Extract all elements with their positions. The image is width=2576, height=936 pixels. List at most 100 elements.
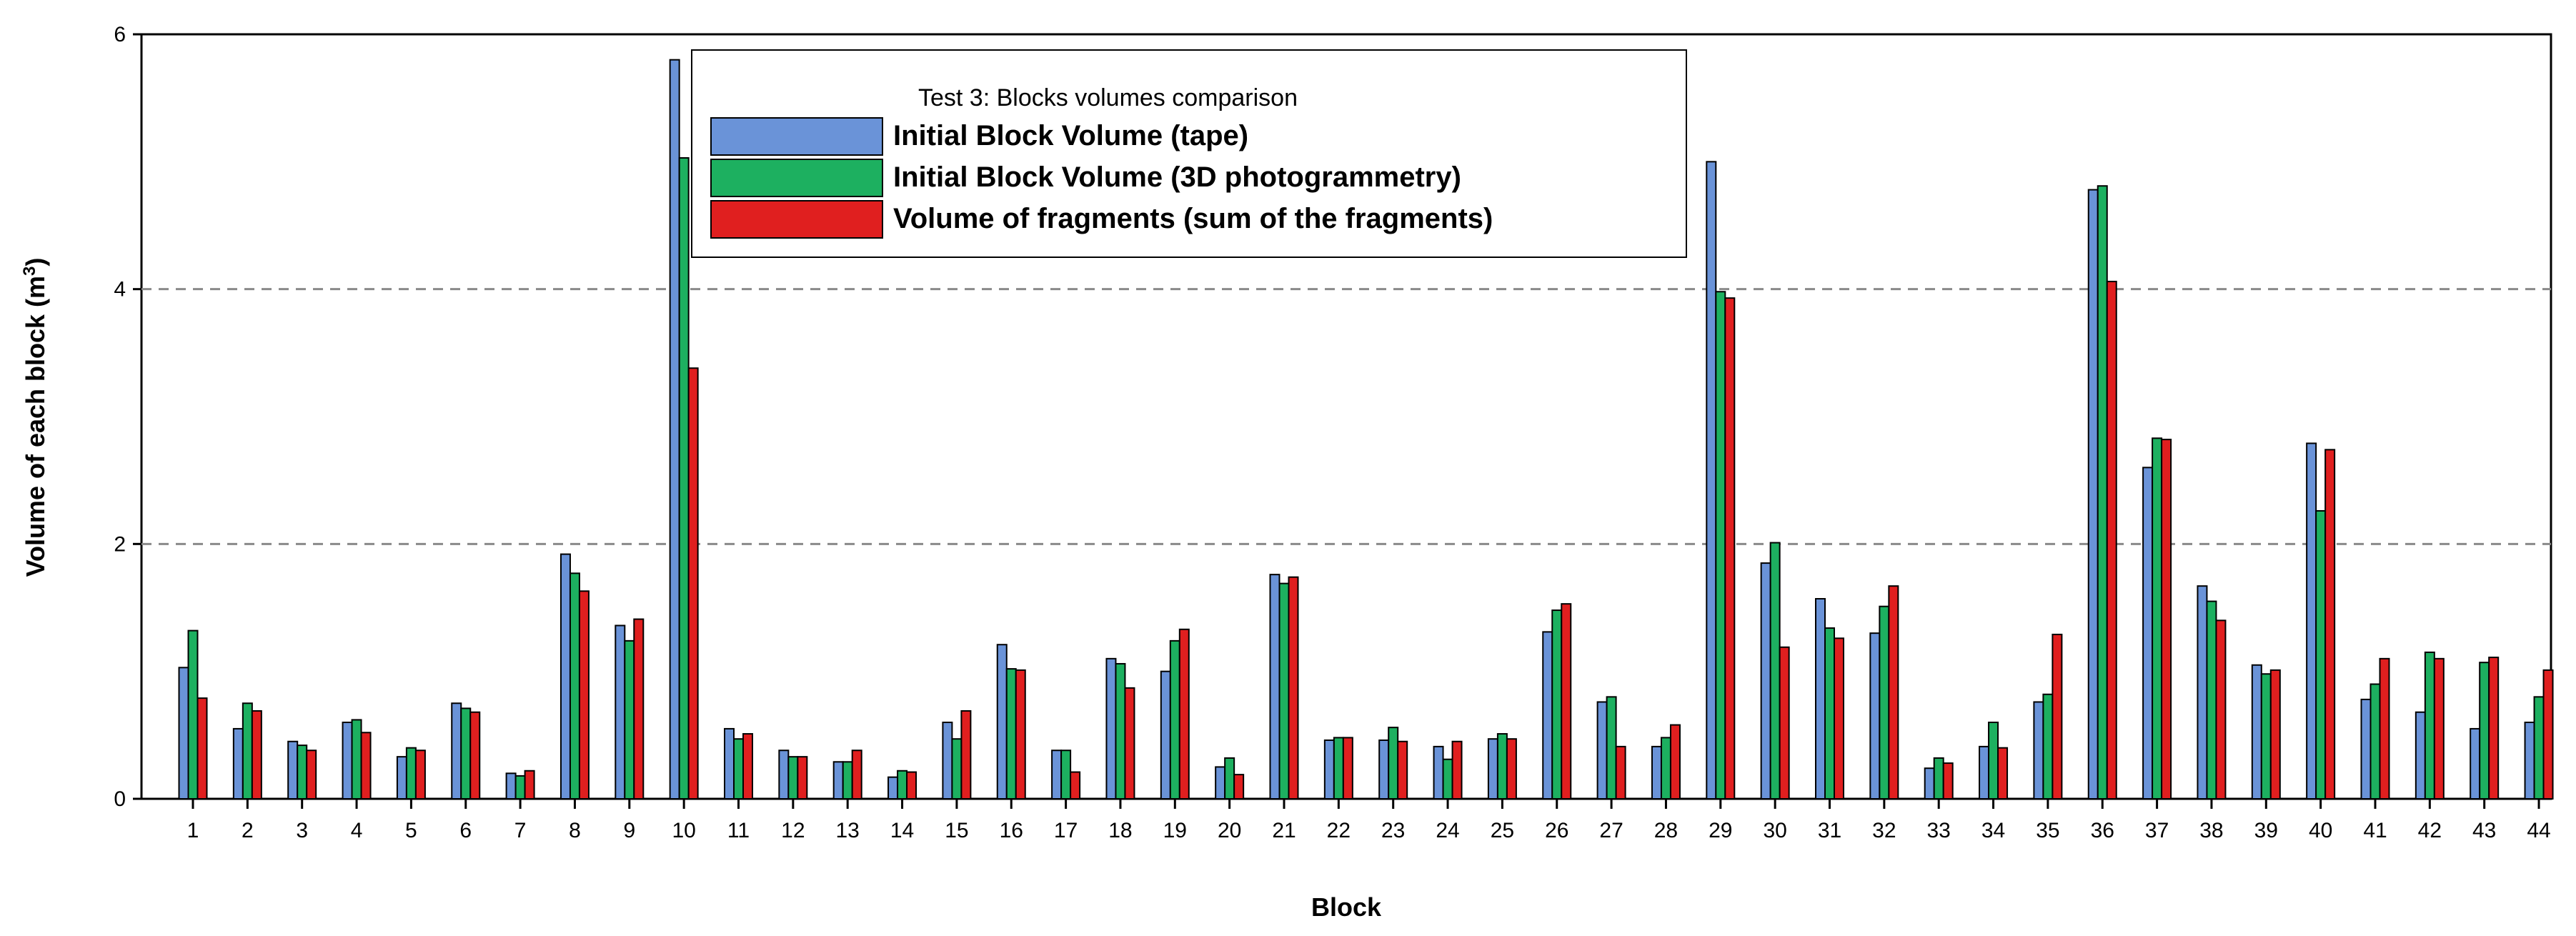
bar-block-43-series-3 bbox=[2488, 657, 2500, 800]
bar-block-41-series-1 bbox=[2360, 698, 2372, 800]
bar-block-34-series-2 bbox=[1988, 722, 1999, 800]
bar-block-29-series-3 bbox=[1724, 297, 1736, 800]
bar-block-41-series-2 bbox=[2369, 683, 2381, 800]
bar-block-30-series-1 bbox=[1760, 562, 1771, 800]
bar-block-18-series-3 bbox=[1124, 687, 1135, 800]
bar-block-26-series-1 bbox=[1542, 631, 1553, 800]
bar-block-30-series-2 bbox=[1769, 542, 1781, 800]
bar-block-18-series-2 bbox=[1115, 662, 1126, 800]
bar-block-36-series-2 bbox=[2097, 185, 2108, 800]
bar-block-37-series-2 bbox=[2152, 437, 2163, 800]
x-tick-label: 16 bbox=[1000, 819, 1023, 842]
x-tick-label: 27 bbox=[1599, 819, 1623, 842]
y-tick-label: 6 bbox=[114, 23, 126, 46]
bar-block-29-series-1 bbox=[1706, 161, 1717, 800]
x-tick-label: 30 bbox=[1763, 819, 1786, 842]
x-tick-label: 11 bbox=[727, 819, 750, 842]
bar-block-19-series-2 bbox=[1169, 639, 1180, 800]
x-tick-label: 3 bbox=[296, 819, 308, 842]
bar-block-40-series-3 bbox=[2324, 449, 2336, 800]
bar-block-28-series-3 bbox=[1669, 724, 1681, 800]
bar-block-36-series-1 bbox=[2087, 189, 2099, 800]
x-tick-label: 13 bbox=[836, 819, 860, 842]
bar-block-18-series-1 bbox=[1105, 657, 1117, 800]
bar-block-22-series-3 bbox=[1342, 737, 1353, 800]
bar-block-31-series-2 bbox=[1824, 627, 1835, 800]
x-tick-label: 22 bbox=[1327, 819, 1351, 842]
bar-block-27-series-1 bbox=[1596, 701, 1608, 800]
legend-swatch-fragments bbox=[710, 200, 883, 239]
bar-block-13-series-2 bbox=[842, 761, 853, 800]
bar-block-36-series-3 bbox=[2106, 280, 2117, 800]
bar-block-41-series-3 bbox=[2379, 657, 2390, 800]
bar-block-21-series-3 bbox=[1288, 576, 1299, 800]
bar-block-38-series-1 bbox=[2197, 585, 2208, 800]
x-tick-label: 8 bbox=[569, 819, 581, 842]
bar-block-32-series-3 bbox=[1888, 585, 1899, 800]
bar-block-6-series-2 bbox=[460, 707, 472, 800]
bar-block-38-series-2 bbox=[2206, 600, 2217, 800]
x-tick-label: 43 bbox=[2472, 819, 2496, 842]
x-tick-label: 26 bbox=[1545, 819, 1568, 842]
legend-swatch-tape bbox=[710, 117, 883, 156]
bar-block-16-series-2 bbox=[1005, 668, 1017, 800]
x-tick-label: 36 bbox=[2091, 819, 2114, 842]
bar-block-21-series-1 bbox=[1269, 574, 1280, 800]
y-tick-label: 2 bbox=[114, 532, 126, 556]
y-axis: 0 2 4 6 bbox=[114, 23, 141, 811]
bar-block-39-series-1 bbox=[2251, 664, 2262, 800]
x-tick-label: 10 bbox=[672, 819, 695, 842]
x-tick-label: 14 bbox=[890, 819, 914, 842]
y-tick-label: 4 bbox=[114, 278, 126, 302]
bar-block-4-series-1 bbox=[342, 722, 353, 800]
legend-swatch-photogrammetry bbox=[710, 159, 883, 197]
x-tick-label: 42 bbox=[2418, 819, 2442, 842]
bar-block-43-series-2 bbox=[2479, 662, 2490, 800]
bar-block-26-series-2 bbox=[1551, 609, 1563, 800]
x-tick-label: 20 bbox=[1218, 819, 1241, 842]
bar-block-35-series-3 bbox=[2052, 633, 2063, 800]
bar-block-44-series-3 bbox=[2542, 669, 2554, 800]
bar-block-33-series-1 bbox=[1924, 767, 1935, 800]
x-tick-label: 6 bbox=[459, 819, 472, 842]
y-axis-title-superscript: 3 bbox=[20, 267, 39, 276]
bar-block-20-series-1 bbox=[1215, 766, 1226, 800]
bar-block-8-series-3 bbox=[578, 590, 590, 800]
bar-block-24-series-1 bbox=[1433, 745, 1444, 800]
bar-block-13-series-3 bbox=[851, 750, 862, 800]
bar-block-20-series-3 bbox=[1233, 774, 1245, 800]
bar-block-7-series-2 bbox=[514, 775, 526, 800]
x-tick-label: 2 bbox=[242, 819, 254, 842]
bar-block-40-series-1 bbox=[2306, 442, 2317, 800]
bar-block-31-series-3 bbox=[1834, 637, 1844, 800]
y-tick-label: 0 bbox=[114, 787, 126, 811]
legend: Test 3: Blocks volumes comparison Initia… bbox=[691, 49, 1687, 258]
bar-block-7-series-1 bbox=[505, 772, 517, 800]
x-tick-label: 5 bbox=[405, 819, 417, 842]
bar-block-11-series-3 bbox=[742, 733, 753, 800]
bar-block-8-series-1 bbox=[560, 553, 571, 800]
bar-block-35-series-1 bbox=[2033, 701, 2044, 800]
bar-block-23-series-2 bbox=[1388, 727, 1399, 800]
bar-block-5-series-3 bbox=[414, 750, 426, 800]
bar-block-15-series-3 bbox=[960, 710, 972, 800]
bar-block-1-series-2 bbox=[187, 629, 199, 800]
x-tick-label: 1 bbox=[187, 819, 199, 842]
bar-block-34-series-1 bbox=[1979, 745, 1990, 800]
bar-block-39-series-3 bbox=[2269, 669, 2281, 800]
bar-block-37-series-1 bbox=[2142, 467, 2154, 800]
x-tick-label: 29 bbox=[1709, 819, 1732, 842]
bar-block-10-series-1 bbox=[669, 59, 680, 800]
bar-block-34-series-3 bbox=[1997, 747, 2009, 800]
bar-block-30-series-3 bbox=[1779, 646, 1790, 800]
x-tick-label: 31 bbox=[1818, 819, 1841, 842]
bar-block-22-series-1 bbox=[1323, 739, 1335, 800]
bars bbox=[178, 59, 2554, 800]
bar-block-19-series-1 bbox=[1160, 670, 1171, 800]
x-tick-label: 38 bbox=[2199, 819, 2223, 842]
bar-block-11-series-2 bbox=[733, 738, 744, 800]
x-axis-title: Block bbox=[1311, 892, 1382, 922]
bar-block-17-series-2 bbox=[1060, 750, 1072, 800]
bar-block-1-series-1 bbox=[178, 667, 189, 800]
bar-block-28-series-2 bbox=[1660, 737, 1671, 800]
